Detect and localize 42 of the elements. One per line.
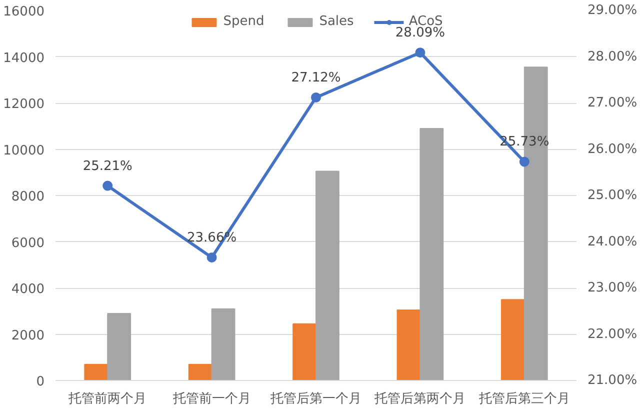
data-label: 28.09%: [395, 26, 445, 41]
bar: [107, 312, 132, 380]
x-tick-label: 托管后第两个月: [374, 392, 466, 406]
y2-tick-label: 28.00%: [588, 49, 638, 64]
y2-tick-label: 27.00%: [588, 96, 638, 110]
y-tick-label: 10000: [3, 143, 45, 158]
x-tick-label: 托管后第一个月: [270, 392, 362, 406]
y-tick-label: 8000: [11, 190, 45, 204]
y-tick-label: 12000: [3, 97, 45, 112]
y2-tick-label: 22.00%: [588, 326, 638, 342]
y-tick-label: 6000: [11, 236, 45, 251]
point: [415, 48, 426, 58]
x-tick-label: 托管后第三个月: [478, 392, 570, 406]
y2-tick-label: 26.00%: [588, 142, 638, 157]
y2-tick-label: 21.00%: [588, 373, 638, 388]
y-tick-label: 0: [36, 374, 45, 390]
legend-label: Spend: [223, 14, 264, 29]
point: [311, 92, 321, 102]
point: [519, 156, 530, 167]
y-tick-label: 14000: [3, 50, 45, 66]
y2-tick-label: 25.00%: [588, 188, 638, 203]
x-tick-label: 托管前一个月: [172, 392, 251, 406]
x-tick-label: 托管前两个月: [68, 392, 147, 406]
point: [206, 252, 217, 262]
bar: [396, 309, 421, 380]
bar: [84, 364, 108, 380]
data-label: 25.21%: [82, 158, 132, 174]
bar: [420, 128, 444, 380]
legend-label: Sales: [319, 14, 354, 29]
bar: [211, 308, 236, 380]
bar: [292, 323, 316, 380]
y2-tick-label: 23.00%: [588, 280, 638, 296]
bar: [188, 364, 212, 380]
bar: [316, 170, 340, 380]
y-tick-label: 16000: [3, 4, 45, 20]
y2-tick-label: 29.00%: [588, 3, 638, 18]
y-tick-label: 4000: [11, 282, 45, 297]
y2-tick-label: 24.00%: [588, 234, 638, 250]
bar: [500, 299, 525, 380]
point: [102, 180, 113, 191]
y-tick-label: 2000: [11, 328, 45, 344]
data-label: 27.12%: [291, 70, 341, 86]
